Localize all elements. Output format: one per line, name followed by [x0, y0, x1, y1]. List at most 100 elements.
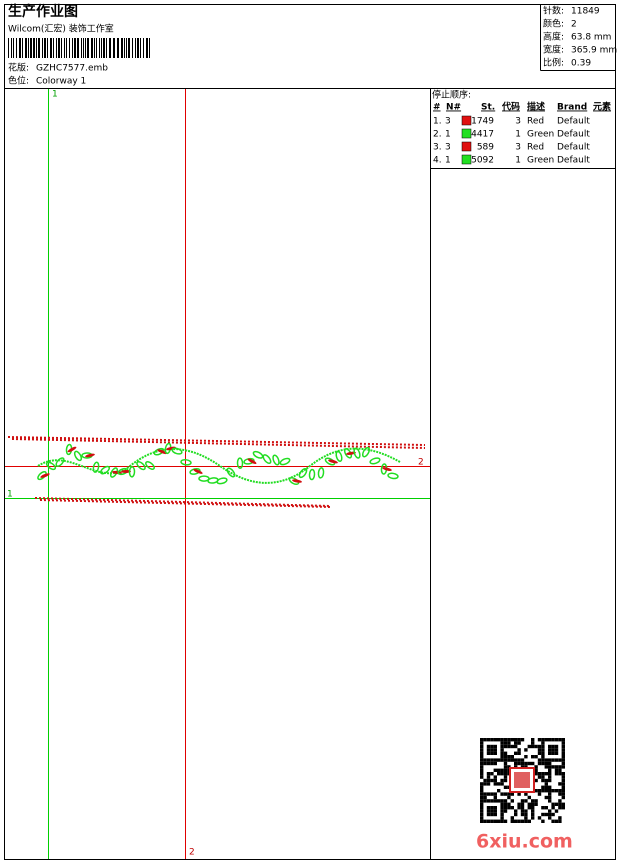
qr-module	[561, 741, 565, 745]
qr-module	[520, 738, 525, 742]
qr-module	[480, 751, 484, 755]
qr-module	[520, 809, 525, 813]
qr-module	[500, 751, 504, 755]
qr-module	[490, 812, 494, 817]
qr-module	[514, 819, 518, 823]
qr-module	[524, 812, 528, 817]
bar-stripe	[83, 38, 84, 58]
qr-module	[510, 819, 514, 823]
qr-module	[527, 806, 531, 810]
column-header: 元素	[593, 101, 611, 113]
colorway: Colorway 1	[36, 77, 86, 87]
bar-stripe	[16, 38, 17, 58]
qr-module	[551, 765, 555, 769]
qr-module	[537, 792, 542, 796]
qr-module	[503, 751, 508, 755]
qr-module	[493, 806, 497, 810]
qr-module	[510, 755, 514, 759]
qr-module	[554, 758, 559, 762]
qr-module	[486, 806, 491, 810]
qr-module	[490, 761, 494, 766]
qr-module	[483, 761, 487, 766]
qr-module	[507, 772, 511, 776]
qr-module	[500, 792, 504, 796]
leaf	[335, 450, 343, 463]
leaf	[128, 466, 136, 478]
qr-module	[517, 741, 521, 745]
qr-module	[524, 816, 528, 820]
qr-module	[486, 799, 491, 803]
qr-module	[558, 738, 562, 742]
qr-module	[480, 799, 484, 803]
qr-module	[500, 819, 504, 823]
qr-module	[480, 789, 484, 793]
qr-module	[561, 802, 565, 806]
qr-module	[554, 751, 559, 755]
qr-module	[486, 792, 491, 796]
qr-module	[527, 744, 531, 749]
qr-module	[520, 765, 525, 769]
qr-module	[558, 789, 562, 793]
qr-module	[497, 782, 501, 786]
leaf	[252, 450, 264, 459]
qr-module	[493, 799, 497, 803]
row-code: 3	[515, 143, 521, 153]
qr-module	[544, 738, 548, 742]
qr-module	[480, 792, 484, 796]
qr-module	[483, 738, 487, 742]
row-index: 2.	[433, 130, 442, 140]
qr-module	[493, 795, 497, 800]
qr-module	[480, 775, 484, 779]
qr-module	[480, 765, 484, 769]
qr-module	[500, 768, 504, 772]
qr-module	[480, 761, 484, 766]
bar-stripe	[135, 38, 136, 58]
leaf	[279, 457, 291, 466]
qr-module	[551, 758, 555, 762]
qr-module	[490, 778, 494, 783]
qr-module	[558, 768, 562, 772]
bar-stripe	[74, 38, 76, 58]
qr-module	[500, 799, 504, 803]
qr-module	[548, 738, 552, 742]
leaf	[99, 465, 111, 475]
guides	[5, 89, 430, 859]
qr-module	[524, 819, 528, 823]
qr-module	[486, 751, 491, 755]
qr-module	[561, 775, 565, 779]
qr-module	[480, 738, 484, 742]
qr-module	[500, 755, 504, 759]
leaf-accent	[382, 467, 392, 471]
bar-stripe	[121, 38, 123, 58]
qr-module	[500, 772, 504, 776]
color-swatch	[461, 128, 472, 139]
qr-module	[544, 778, 548, 783]
leaf-accent	[193, 468, 203, 474]
bar-stripe	[38, 38, 40, 58]
row-code: 3	[515, 117, 521, 127]
qr-module	[531, 761, 535, 766]
leaf-accent	[121, 469, 131, 474]
qr-module	[503, 792, 508, 796]
qr-module	[490, 751, 494, 755]
qr-module	[548, 785, 552, 789]
qr-module	[541, 748, 545, 752]
design: GZHC7577.emb	[36, 64, 108, 74]
qr-module	[544, 795, 548, 800]
qr-module	[548, 799, 552, 803]
qr-module	[483, 795, 487, 800]
qr-module	[548, 761, 552, 766]
leaf	[298, 468, 308, 479]
qr-module	[554, 738, 559, 742]
row-needle: 3	[445, 117, 451, 127]
qr-module	[534, 772, 538, 776]
qr-module	[510, 806, 514, 810]
qr-module	[531, 741, 535, 745]
qr-module	[544, 758, 548, 762]
leaf	[353, 447, 361, 459]
qr-module	[500, 744, 504, 749]
qr-module	[486, 778, 491, 783]
bar-stripe	[36, 38, 37, 58]
qr-module	[497, 738, 501, 742]
